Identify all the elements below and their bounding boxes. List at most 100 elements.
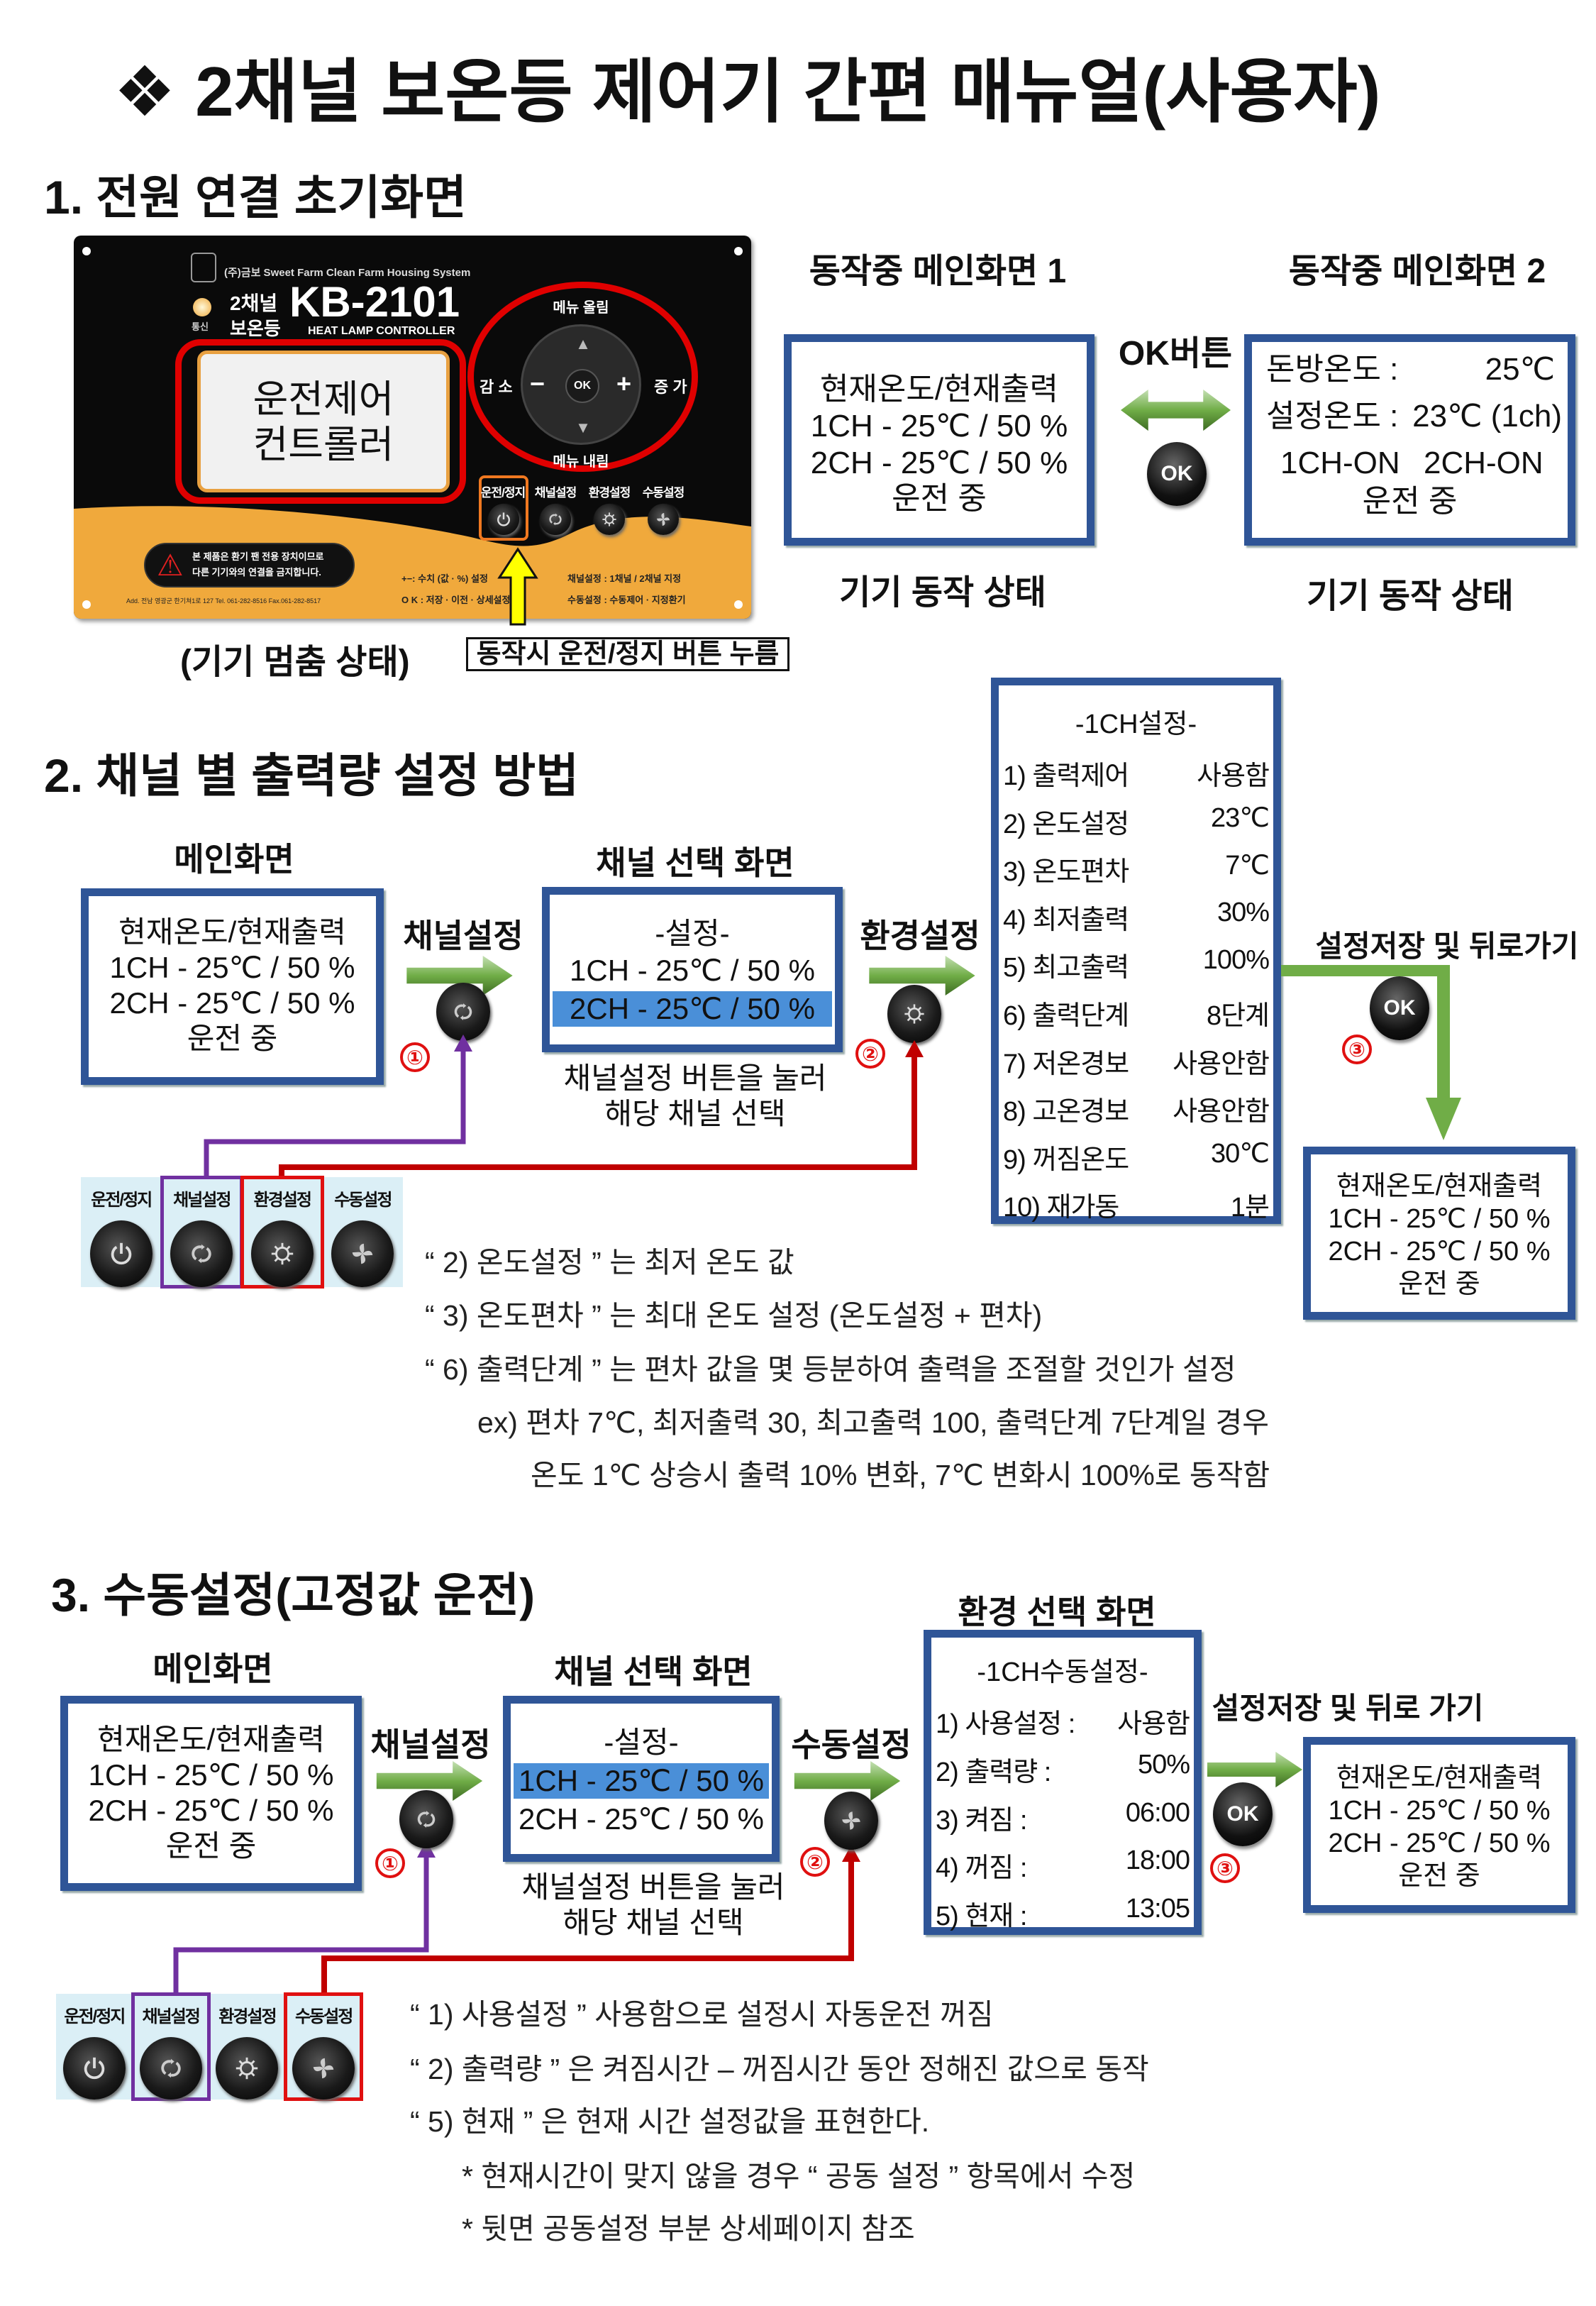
strip-manual[interactable]: 수동설정	[323, 1177, 404, 1287]
s2-main-box: 현재온도/현재출력 1CH - 25℃ / 50 % 2CH - 25℃ / 5…	[81, 888, 384, 1085]
minus-icon[interactable]: −	[530, 369, 545, 398]
setting-value: 13:05	[1125, 1894, 1190, 1924]
setting-row[interactable]: 2) 출력량 : 50%	[936, 1750, 1190, 1789]
strip-env[interactable]: 환경설정	[209, 1994, 286, 2100]
device-ok-button[interactable]: OK	[565, 369, 599, 403]
s2-ok-button[interactable]: OK	[1370, 976, 1429, 1040]
channel-icon	[451, 1000, 475, 1024]
ok-button-label: OK버튼	[1118, 335, 1233, 373]
setting-row[interactable]: 8) 고온경보 사용안함	[1003, 1089, 1270, 1128]
s3-manual-box: -1CH수동설정- 1) 사용설정 : 사용함 2) 출력량 : 50% 3) 켜짐 :…	[924, 1630, 1202, 1935]
screen2-box: 돈방온도 : 25℃ 설정온도 : 23℃ (1ch) 1CH-ON 2CH-O…	[1244, 334, 1575, 546]
manual-button[interactable]	[292, 2037, 355, 2100]
env-button[interactable]	[250, 1220, 314, 1287]
s3-button-strip: 운전/정지 채널설정 환경설정 수동설정	[56, 1992, 363, 2101]
device-label-manual: 수동설정	[642, 486, 685, 500]
setting-row[interactable]: 4) 최저출력 30%	[1003, 898, 1270, 937]
setting-row[interactable]: 3) 켜짐 : 06:00	[936, 1798, 1190, 1837]
s3-main-line: 현재온도/현재출력	[97, 1723, 325, 1756]
s3-step2-label: 수동설정	[791, 1726, 911, 1763]
device-env-button[interactable]	[594, 504, 625, 535]
setting-row[interactable]: 1) 출력제어 사용함	[1003, 754, 1270, 793]
power-icon	[81, 2055, 108, 2082]
s3-main-line: 운전 중	[165, 1829, 257, 1863]
strip-power[interactable]: 운전/정지	[56, 1994, 133, 2100]
address-text: Add. 전남 영광군 한기쳐1로 127 Tel. 061-282-8516 …	[126, 597, 321, 605]
device-label-power: 운전/정지	[480, 486, 526, 500]
s3-ok-button[interactable]: OK	[1213, 1782, 1273, 1846]
power-icon	[108, 1240, 135, 1267]
s3-channel-button[interactable]	[399, 1790, 453, 1848]
setting-row[interactable]: 5) 현재 : 13:05	[936, 1894, 1190, 1933]
s2-main-line: 현재온도/현재출력	[118, 915, 346, 949]
decrease-label: 감 소	[480, 378, 513, 396]
s3-result-line: 운전 중	[1398, 1861, 1480, 1891]
strip-env[interactable]: 환경설정	[240, 1176, 324, 1289]
setting-row[interactable]: 2) 온도설정 23℃	[1003, 802, 1270, 841]
fan-icon	[310, 2055, 337, 2082]
device-label-channel: 채널설정	[534, 486, 577, 500]
s2-note: 온도 1℃ 상승시 출력 10% 변화, 7℃ 변화시 100%로 동작함	[531, 1459, 1270, 1491]
s3-manual-button[interactable]	[824, 1792, 878, 1850]
setting-row[interactable]: 4) 꺼짐 : 18:00	[936, 1846, 1190, 1885]
model-subtitle: HEAT LAMP CONTROLLER	[308, 325, 455, 337]
model-name: KB-2101	[289, 278, 460, 326]
setting-row[interactable]: 3) 온도편차 7℃	[1003, 849, 1270, 888]
s3-save-arrow-icon	[1207, 1750, 1302, 1789]
device-power-button[interactable]	[488, 504, 519, 535]
s2-channel-line: 1CH - 25℃ / 50 %	[570, 954, 815, 987]
s2-env-button[interactable]	[887, 985, 941, 1043]
s3-main-label: 메인화면	[153, 1650, 273, 1687]
s3-marker-1: ①	[375, 1848, 405, 1878]
screen1-line: 1CH - 25℃ / 50 %	[810, 409, 1068, 443]
room-temp-value: 25℃	[1485, 352, 1555, 387]
strip-channel[interactable]: 채널설정	[131, 1992, 211, 2101]
room-temp-label: 돈방온도 :	[1266, 352, 1399, 387]
strip-power[interactable]: 운전/정지	[81, 1177, 162, 1287]
s3-channel-line-selected[interactable]: 1CH - 25℃ / 50 %	[514, 1763, 769, 1799]
setting-name: 9) 꺼짐온도	[1003, 1144, 1129, 1175]
power-button[interactable]	[89, 1220, 153, 1287]
screen1-line: 운전 중	[892, 481, 987, 516]
arrow-up-icon[interactable]: ▲	[575, 335, 591, 353]
channel-button[interactable]	[170, 1220, 233, 1287]
s2-note: “ 6) 출력단계 ” 는 편차 값을 몇 등분하여 출력을 조절할 것인가 설…	[425, 1353, 1236, 1386]
setting-row[interactable]: 9) 꺼짐온도 30℃	[1003, 1137, 1270, 1176]
setting-value: 8단계	[1206, 1001, 1270, 1031]
setting-row[interactable]: 5) 최고출력 100%	[1003, 945, 1270, 984]
s2-save-arrow-icon	[1281, 965, 1461, 1140]
status-led	[193, 298, 211, 316]
setting-row[interactable]: 7) 저온경보 사용안함	[1003, 1042, 1270, 1081]
strip-manual[interactable]: 수동설정	[284, 1992, 363, 2101]
setting-value: 30℃	[1211, 1138, 1270, 1169]
env-button[interactable]	[216, 2037, 279, 2100]
setting-name: 4) 최저출력	[1003, 905, 1129, 935]
s3-result-box: 현재온도/현재출력 1CH - 25℃ / 50 % 2CH - 25℃ / 5…	[1303, 1737, 1575, 1913]
menu-down-label: 메뉴 내림	[553, 454, 609, 470]
setting-value: 사용함	[1197, 761, 1270, 791]
increase-label: 증 가	[654, 378, 687, 396]
s3-note: “ 5) 현재 ” 은 현재 시간 설정값을 표현한다.	[410, 2105, 930, 2138]
dpad[interactable]: ▲ ▼ − + OK	[521, 324, 641, 445]
s2-channel-button[interactable]	[436, 983, 490, 1041]
s2-channel-box: -설정- 1CH - 25℃ / 50 % 2CH - 25℃ / 50 %	[542, 887, 843, 1052]
strip-channel[interactable]: 채널설정	[160, 1176, 243, 1289]
dpad-highlight-circle	[467, 282, 698, 472]
indicator-label: 통신	[192, 321, 209, 332]
power-button[interactable]	[62, 2037, 126, 2100]
strip-label: 채널설정	[142, 2007, 200, 2026]
ok-button[interactable]: OK	[1147, 442, 1207, 506]
manual-button[interactable]	[331, 1220, 394, 1287]
set-temp-label: 설정온도 :	[1266, 399, 1399, 434]
channel-button[interactable]	[139, 2037, 202, 2100]
setting-row[interactable]: 6) 출력단계 8단계	[1003, 993, 1270, 1032]
device-manual-button[interactable]	[648, 504, 679, 535]
model-prefix: 2채널	[230, 292, 278, 314]
s2-channel-line-selected[interactable]: 2CH - 25℃ / 50 %	[553, 991, 832, 1027]
arrow-down-icon[interactable]: ▼	[575, 419, 591, 436]
plus-icon[interactable]: +	[616, 369, 632, 398]
screen2-header: 동작중 메인화면 2	[1288, 253, 1546, 290]
setting-row[interactable]: 1) 사용설정 : 사용함	[936, 1701, 1190, 1740]
setting-row[interactable]: 10) 재가동 1분	[1003, 1185, 1270, 1224]
device-channel-button[interactable]	[540, 504, 571, 535]
